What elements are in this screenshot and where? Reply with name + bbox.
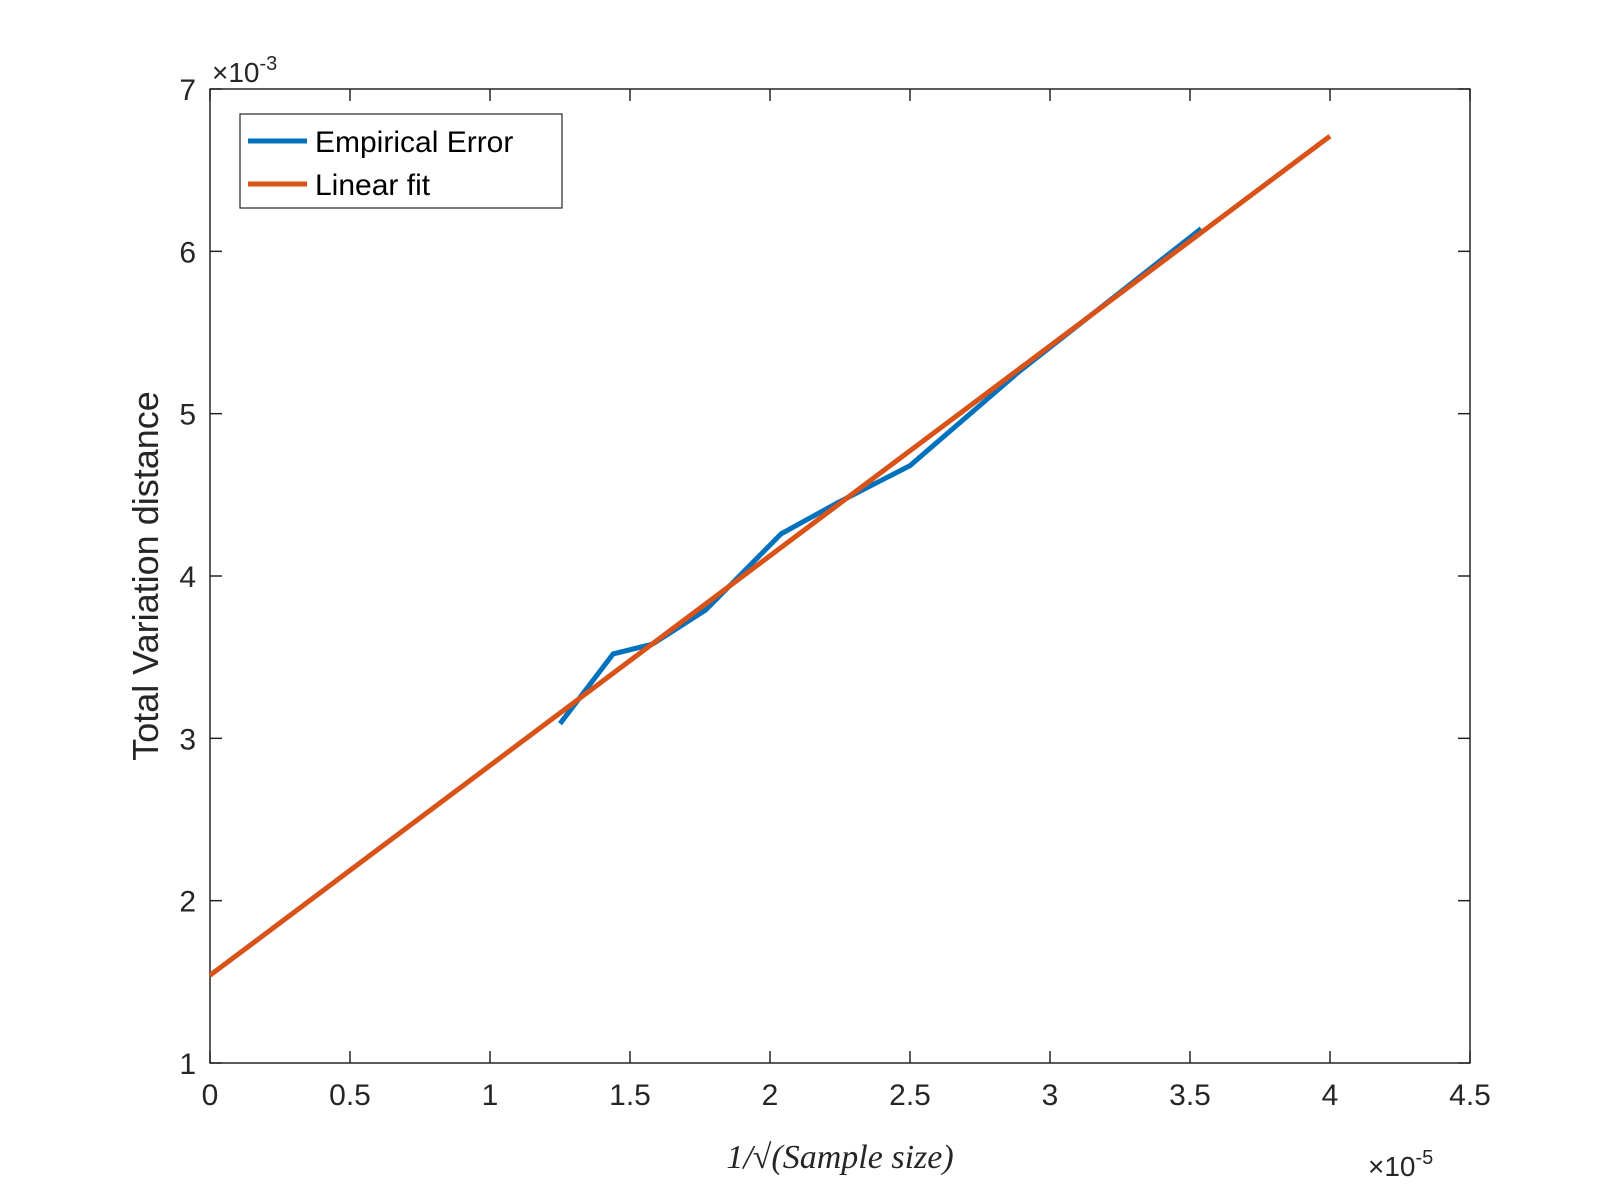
y-tick-label: 4 — [179, 561, 196, 594]
x-tick-label: 2.5 — [889, 1079, 931, 1112]
y-tick-label: 3 — [179, 723, 196, 756]
ticks: 0 0.5 1 1.5 2 2.5 3 3.5 4 4.5 1 2 3 4 5 6 7 — [179, 74, 1491, 1112]
x-tick-label: 2 — [762, 1079, 779, 1112]
plot-area — [209, 88, 1471, 1064]
x-tick-label: 1.5 — [609, 1079, 651, 1112]
y-tick-label: 1 — [179, 1048, 196, 1081]
x-tick-label: 1 — [482, 1079, 499, 1112]
legend-label-empirical-error: Empirical Error — [315, 126, 513, 159]
y-tick-label: 5 — [179, 399, 196, 432]
series-line-linear-fit — [208, 134, 1332, 978]
y-exponent: ×10-3 — [212, 53, 277, 88]
x-tick-label: 0.5 — [329, 1079, 371, 1112]
x-axis-label: 1/√(Sample size) — [726, 1139, 953, 1176]
legend-label-linear-fit: Linear fit — [315, 169, 431, 202]
x-tick-label: 3 — [1042, 1079, 1059, 1112]
y-axis-label: Total Variation distance — [125, 391, 166, 761]
x-tick-label: 0 — [202, 1079, 219, 1112]
series-line-empirical-error — [558, 226, 1203, 726]
x-tick-label: 4 — [1322, 1079, 1339, 1112]
legend: Empirical Error Linear fit — [239, 113, 563, 209]
y-tick-label: 2 — [179, 886, 196, 919]
x-tick-label: 4.5 — [1449, 1079, 1491, 1112]
series-layer — [208, 134, 1332, 978]
y-tick-label: 6 — [179, 236, 196, 269]
x-exponent: ×10-5 — [1368, 1147, 1433, 1182]
legend-box — [239, 113, 563, 209]
x-tick-label: 3.5 — [1169, 1079, 1211, 1112]
y-tick-label: 7 — [179, 74, 196, 107]
